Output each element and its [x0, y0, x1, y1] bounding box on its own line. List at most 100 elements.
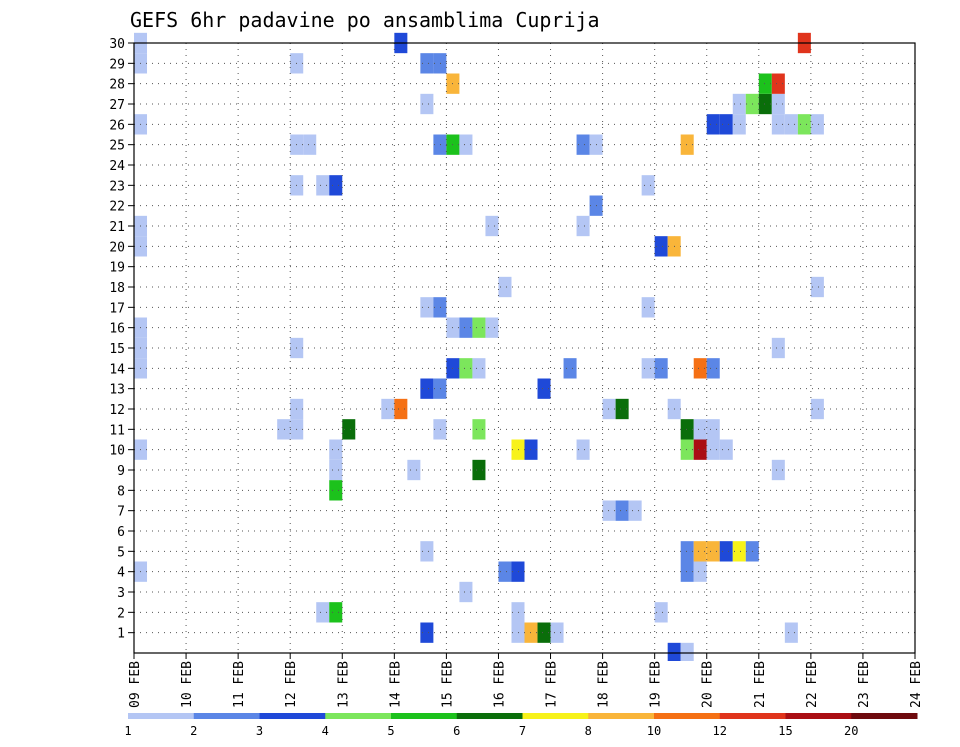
y-tick-label: 24: [109, 159, 125, 174]
colorbar-label: 6: [453, 724, 460, 738]
colorbar-segment: [128, 713, 195, 719]
x-tick-label: 16 FEB: [492, 661, 507, 708]
heatmap-cell: [667, 642, 681, 661]
y-tick-label: 25: [109, 139, 125, 154]
x-tick-label: 22 FEB: [805, 661, 820, 708]
y-tick-label: 2: [117, 606, 125, 621]
x-tick-label: 20 FEB: [701, 661, 716, 708]
heatmap-cell: [576, 439, 590, 460]
heatmap-cell: [537, 378, 551, 399]
y-tick-label: 27: [109, 98, 125, 113]
heatmap-cell: [576, 134, 590, 155]
colorbar-label: 8: [585, 724, 592, 738]
heatmap-cell: [472, 459, 486, 481]
heatmap-cell: [810, 398, 824, 420]
colorbar-segment: [851, 713, 918, 719]
heatmap-cell: [537, 622, 551, 643]
heatmap-cell: [511, 439, 525, 460]
heatmap-cell: [706, 541, 720, 562]
y-tick-label: 17: [109, 301, 125, 316]
heatmap-cell: [329, 480, 343, 501]
y-tick-label: 7: [117, 505, 125, 520]
colorbar-label: 4: [322, 724, 329, 738]
y-axis: 1234567891011121314151617181920212223242…: [109, 37, 134, 642]
x-tick-label: 18 FEB: [597, 661, 612, 708]
heatmap-cell: [316, 602, 330, 623]
heatmap-cell: [511, 622, 525, 643]
colorbar-segment: [259, 713, 326, 719]
heatmap-cell: [407, 459, 421, 481]
heatmap-cell: [693, 439, 707, 460]
heatmap-cell: [420, 378, 434, 399]
heatmap-cell: [433, 297, 447, 318]
heatmap-cell: [394, 398, 408, 420]
heatmap-cell: [433, 53, 447, 74]
heatmap-cell: [433, 419, 447, 440]
colorbar-segment: [654, 713, 721, 719]
heatmap-cell: [732, 93, 746, 115]
heatmap-cell: [784, 114, 798, 135]
heatmap-cell: [550, 622, 564, 643]
heatmap-cell: [680, 134, 694, 155]
heatmap-cell: [654, 236, 668, 257]
heatmap-cell: [511, 602, 525, 623]
heatmap-cell: [693, 419, 707, 440]
x-tick-label: 10 FEB: [180, 661, 195, 708]
y-tick-label: 13: [109, 383, 125, 398]
heatmap-cell: [524, 622, 538, 643]
heatmap-cell: [810, 114, 824, 135]
heatmap-cell: [615, 398, 629, 420]
x-tick-label: 24 FEB: [909, 661, 924, 708]
colorbar: 1 2 3 4 5 6 7 8 10 12 15 20: [124, 713, 918, 738]
y-tick-label: 11: [109, 423, 125, 438]
y-tick-label: 18: [109, 281, 125, 296]
x-tick-label: 17 FEB: [545, 661, 560, 708]
colorbar-segment: [522, 713, 589, 719]
heatmap-cell: [485, 215, 499, 237]
heatmap-cell: [680, 541, 694, 562]
y-tick-label: 5: [117, 545, 125, 560]
colorbar-label: 20: [844, 724, 858, 738]
colorbar-segment: [785, 713, 852, 719]
y-tick-label: 14: [109, 362, 125, 377]
heatmap-cell: [459, 581, 473, 603]
x-tick-label: 13 FEB: [336, 661, 351, 708]
heatmap-cell: [342, 419, 356, 440]
heatmap-cell: [329, 439, 343, 460]
heatmap-cell: [654, 358, 668, 379]
grid-lines: [133, 42, 916, 653]
colorbar-segment: [391, 713, 458, 719]
y-tick-label: 28: [109, 78, 125, 93]
heatmap-cell: [810, 276, 824, 298]
heatmap-cell: [615, 500, 629, 521]
heatmap-cell: [771, 73, 785, 94]
heatmap-cell: [719, 439, 733, 460]
heatmap-cell: [758, 73, 772, 94]
heatmap-cell: [459, 317, 473, 338]
heatmap-cell: [771, 459, 785, 481]
heatmap-cell: [732, 114, 746, 135]
chart-title: GEFS 6hr padavine po ansamblima Cuprija: [130, 8, 600, 32]
heatmap-cell: [602, 500, 616, 521]
heatmap-cell: [706, 419, 720, 440]
heatmap-cell: [784, 622, 798, 643]
colorbar-segment: [456, 713, 523, 719]
y-tick-label: 15: [109, 342, 125, 357]
y-tick-label: 9: [117, 464, 125, 479]
heatmap-cell: [706, 439, 720, 460]
heatmap-cell: [498, 276, 512, 298]
heatmap-cell: [693, 541, 707, 562]
x-tick-label: 12 FEB: [284, 661, 299, 708]
colorbar-label: 2: [190, 724, 197, 738]
heatmap-cell: [706, 114, 720, 135]
y-tick-label: 10: [109, 444, 125, 459]
y-tick-label: 1: [117, 627, 125, 642]
heatmap-cell: [472, 419, 486, 440]
x-tick-label: 21 FEB: [753, 661, 768, 708]
heatmap-cell: [498, 561, 512, 582]
y-tick-label: 12: [109, 403, 125, 418]
x-tick-label: 23 FEB: [857, 661, 872, 708]
heatmap-cells: [134, 32, 824, 661]
heatmap-cell: [771, 114, 785, 135]
